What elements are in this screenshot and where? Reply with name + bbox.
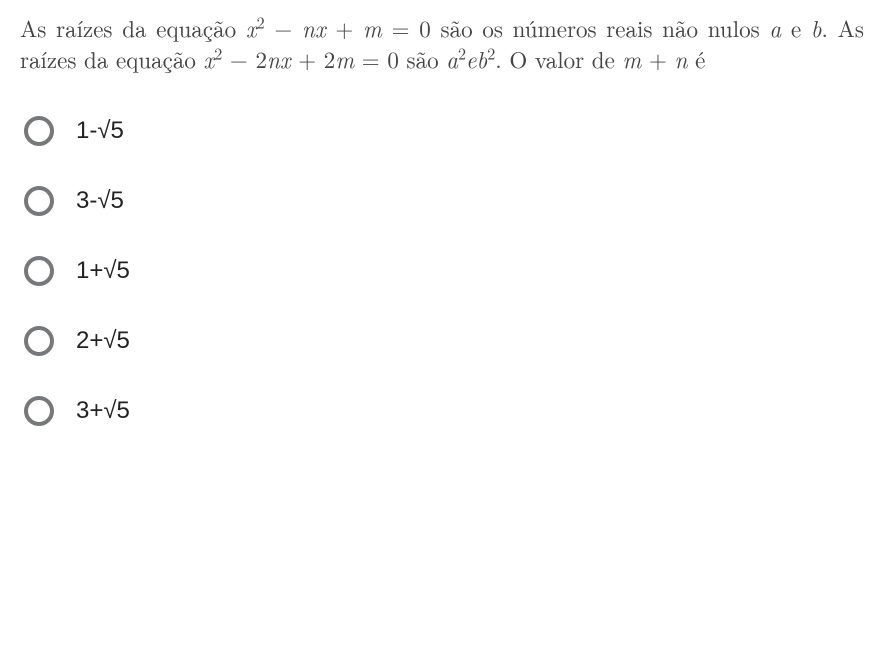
radio-icon (24, 186, 54, 216)
option-5[interactable]: 3+√5 (24, 396, 864, 426)
page: As raízes da equação x2 − nx + m = 0 são… (0, 0, 888, 648)
option-label: 2+√5 (76, 327, 130, 355)
option-label: 3+√5 (76, 397, 130, 425)
radio-icon (24, 396, 54, 426)
radio-icon (24, 116, 54, 146)
radio-icon (24, 256, 54, 286)
question-text: As raízes da equação x2 − nx + m = 0 são… (20, 12, 864, 74)
option-label: 1+√5 (76, 257, 130, 285)
option-2[interactable]: 3-√5 (24, 186, 864, 216)
option-3[interactable]: 1+√5 (24, 256, 864, 286)
option-label: 3-√5 (76, 187, 124, 215)
option-label: 1-√5 (76, 117, 124, 145)
option-1[interactable]: 1-√5 (24, 116, 864, 146)
radio-icon (24, 326, 54, 356)
option-4[interactable]: 2+√5 (24, 326, 864, 356)
options-group: 1-√5 3-√5 1+√5 2+√5 3+√5 (20, 116, 864, 426)
